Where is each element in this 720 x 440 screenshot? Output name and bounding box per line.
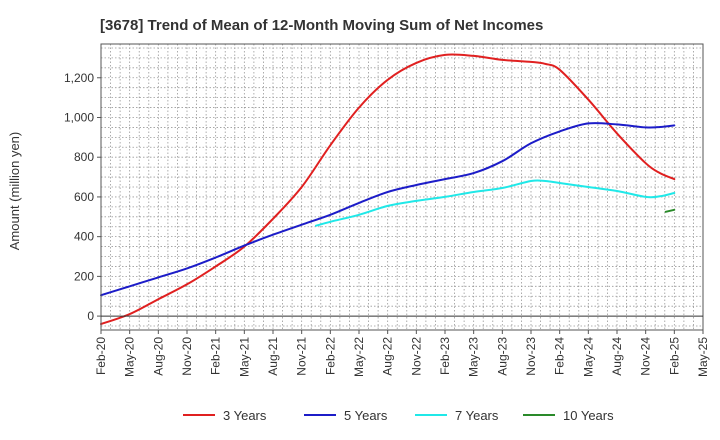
x-tick-label: Feb-25: [667, 337, 681, 375]
axes: [100, 43, 704, 331]
grid-lines: [100, 44, 704, 330]
x-tick-label: May-23: [467, 337, 481, 377]
x-tick-label: Nov-22: [409, 337, 423, 376]
x-tick-label: May-21: [237, 337, 251, 377]
x-tick-label: May-24: [581, 337, 595, 377]
x-tick-label: Aug-21: [266, 337, 280, 376]
y-tick-labels: 0 200 400 600 800 1,000 1,200: [64, 71, 101, 323]
x-tick-label: Feb-21: [209, 337, 223, 375]
chart-title: [3678] Trend of Mean of 12-Month Moving …: [100, 17, 543, 34]
series-line-10-years: [664, 208, 676, 213]
legend-label-3-years: 3 Years: [223, 408, 267, 423]
x-tick-label: Nov-23: [524, 337, 538, 376]
x-tick-label: Feb-20: [94, 337, 108, 375]
y-tick-label: 200: [74, 269, 94, 283]
series-lines: [100, 53, 676, 325]
x-tick-label: Aug-23: [495, 337, 509, 376]
legend-label-5-years: 5 Years: [344, 408, 388, 423]
y-tick-label: 1,000: [64, 110, 94, 124]
x-tick-label: Aug-22: [381, 337, 395, 376]
series-line-5-years: [100, 122, 676, 297]
x-tick-label: Nov-24: [639, 337, 653, 376]
legend-label-10-years: 10 Years: [563, 408, 614, 423]
x-tick-label: Aug-24: [610, 337, 624, 376]
series-line-3-years: [100, 53, 676, 325]
x-tick-label: Feb-22: [323, 337, 337, 375]
x-tick-label: Aug-20: [151, 337, 165, 376]
y-tick-label: 400: [74, 230, 94, 244]
x-tick-label: Feb-23: [438, 337, 452, 375]
legend-label-7-years: 7 Years: [455, 408, 499, 423]
x-tick-label: May-25: [696, 337, 710, 377]
plot-border: [100, 43, 704, 331]
y-axis-label: Amount (million yen): [7, 132, 22, 251]
y-tick-label: 0: [87, 309, 94, 323]
legend: 3 Years 5 Years 7 Years 10 Years: [183, 408, 614, 423]
y-tick-label: 600: [74, 190, 94, 204]
x-tick-label: May-22: [352, 337, 366, 377]
y-tick-label: 1,200: [64, 71, 94, 85]
x-tick-label: Nov-20: [180, 337, 194, 376]
x-tick-labels: Feb-20 May-20 Aug-20 Nov-20 Feb-21 May-21 Aug-…: [94, 330, 710, 377]
series-line-7-years: [315, 179, 676, 227]
x-tick-label: Nov-21: [295, 337, 309, 376]
x-tick-label: May-20: [123, 337, 137, 377]
y-tick-label: 800: [74, 150, 94, 164]
x-tick-label: Feb-24: [553, 337, 567, 375]
